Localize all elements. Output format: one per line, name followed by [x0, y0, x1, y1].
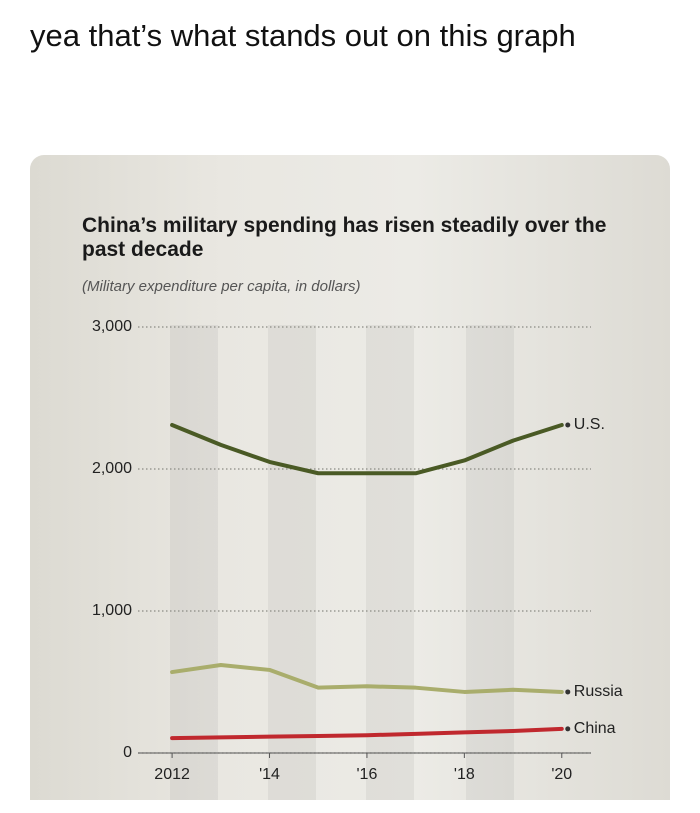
chart-subtitle: (Military expenditure per capita, in dol…	[82, 278, 361, 295]
series-line	[170, 422, 564, 476]
x-tick-label: 2012	[154, 766, 190, 783]
series-label: U.S.	[574, 416, 605, 433]
series-label: China	[574, 720, 616, 737]
series-label: Russia	[574, 683, 623, 700]
series-line	[170, 662, 564, 694]
series-end-dot	[565, 726, 571, 732]
y-tick-label: 3,000	[92, 318, 132, 335]
y-tick-label: 1,000	[92, 602, 132, 619]
series-end-dot	[565, 422, 571, 428]
chart-photo	[30, 155, 670, 800]
x-tick-label: '14	[259, 766, 280, 783]
y-tick-label: 2,000	[92, 460, 132, 477]
x-tick-label: '18	[454, 766, 475, 783]
x-tick-label: '20	[551, 766, 572, 783]
post-caption: yea that’s what stands out on this graph	[30, 18, 576, 53]
chart-title: China’s military spending has risen stea…	[82, 214, 607, 261]
x-tick-label: '16	[357, 766, 378, 783]
y-tick-label: 0	[123, 744, 132, 761]
series-end-dot	[565, 689, 571, 695]
series-line	[170, 726, 564, 741]
